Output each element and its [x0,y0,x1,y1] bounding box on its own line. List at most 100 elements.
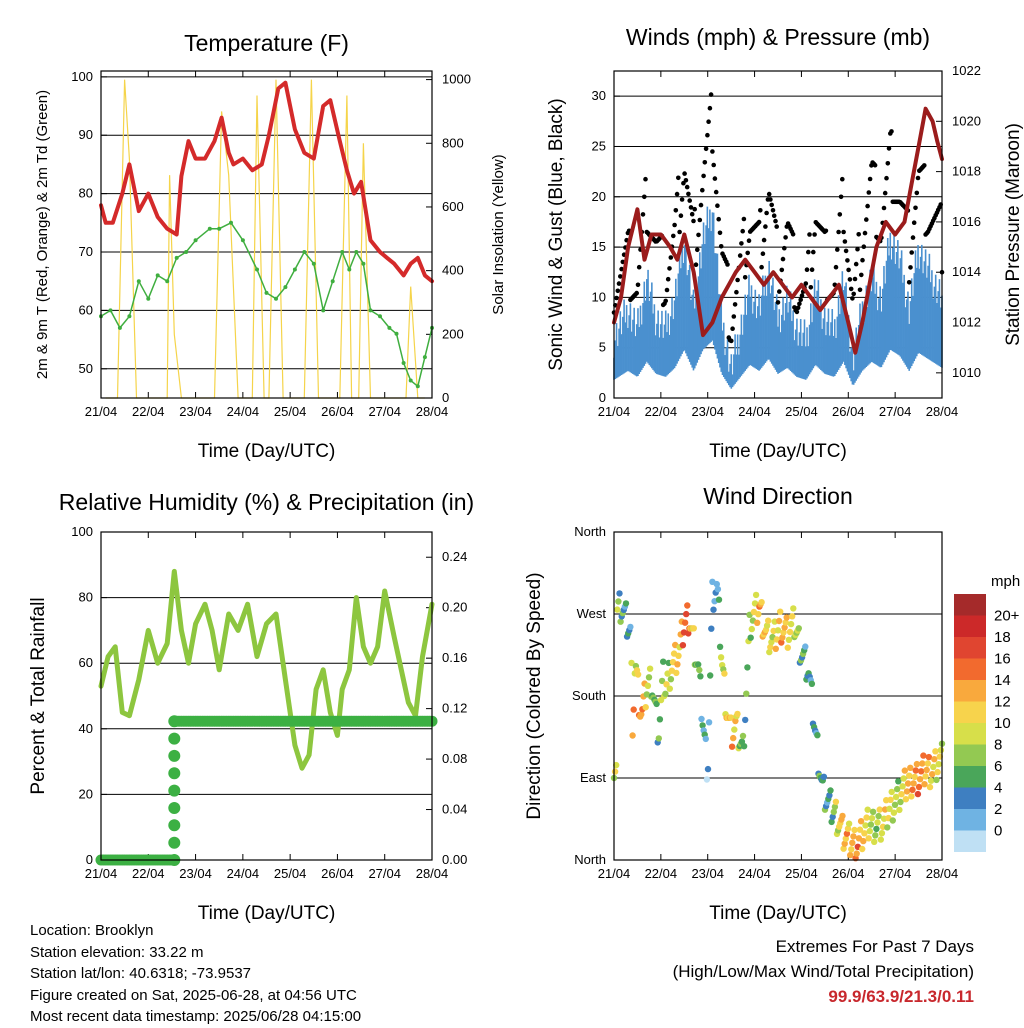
gust-point [725,262,730,267]
gust-point [729,338,734,344]
y-tick-label: 20 [79,786,93,801]
created-text: Figure created on Sat, 2025-06-28, at 04… [30,986,357,1004]
gust-point [616,281,622,286]
direction-point [673,669,680,677]
gust-point [643,176,648,182]
direction-point [732,717,739,725]
gust-point [712,176,718,181]
precip-point [168,819,181,832]
gust-point [843,248,849,254]
precip-point [168,715,181,728]
legend-swatch [954,787,986,809]
y2-tick-label: 800 [442,135,464,150]
gust-point [811,249,816,255]
chart-title: Relative Humidity (%) & Precipitation (i… [59,489,474,515]
direction-point [698,715,705,723]
gust-point [906,280,912,285]
y2-tick-label: 1018 [952,164,981,179]
direction-point [681,619,689,626]
legend-label: 16 [994,651,1011,668]
y2-axis-label: Solar Insolation (Yellow) [490,154,507,314]
y2-tick-label: 1010 [952,365,981,380]
gust-point [740,228,745,234]
legend-swatch [954,723,986,745]
gust-point [686,191,691,197]
precip-point [168,732,181,745]
gust-point [700,187,705,193]
direction-point [851,826,858,834]
direction-point [927,777,935,784]
direction-point [715,596,723,603]
gust-point [711,162,716,168]
y-tick-label: 80 [79,186,93,201]
gust-point [833,264,839,270]
y-tick-label: West [577,606,607,621]
direction-point [919,760,926,767]
direction-point [727,714,735,721]
gust-point [865,203,870,209]
extremes-title: Extremes For Past 7 Days [775,937,974,956]
plot-frame [613,531,943,861]
gust-point [732,302,738,307]
gust-point [687,198,692,203]
gust-point [734,289,739,295]
legend-swatch [954,830,986,852]
direction-point [873,825,880,833]
gust-point [769,202,774,208]
direction-point [930,763,937,771]
solar-series-line [105,79,425,399]
y2-tick-label: 0.24 [442,549,467,564]
x-tick-label: 28/04 [416,866,449,881]
gust-point [758,208,763,213]
gust-point [861,244,867,249]
direction-point [795,625,802,632]
legend-swatch [954,615,986,637]
gust-point [799,293,805,298]
direction-point [695,661,702,668]
gust-point [872,162,878,168]
y-tick-label: 60 [79,302,93,317]
direction-point [783,614,790,621]
x-tick-label: 25/04 [274,866,307,881]
gust-point [777,289,782,294]
direction-point [906,772,913,779]
direction-point [780,629,787,636]
extremes-summary: Extremes For Past 7 Days (High/Low/Max W… [673,934,974,1009]
direction-point [690,625,697,632]
direction-point [848,846,855,853]
direction-point [899,783,906,790]
x-tick-label: 27/04 [879,404,912,419]
x-tick-label: 25/04 [274,404,307,419]
direction-point [710,606,717,613]
humidity-series-line [98,568,435,771]
direction-point [772,645,779,652]
direction-point [845,820,853,827]
direction-point [911,773,918,781]
extremes-subtitle: (High/Low/Max Wind/Total Precipitation) [672,962,974,981]
direction-point [751,600,759,607]
gust-point [676,175,681,181]
gust-point [770,208,776,213]
direction-point [785,636,793,643]
direction-point [728,743,736,750]
precip-point [168,784,181,797]
direction-point [877,836,884,843]
x-tick-label: 23/04 [691,866,724,881]
x-axis-label: Time (Day/UTC) [198,903,336,924]
direction-point [675,652,682,659]
gust-point [862,230,868,236]
direction-point [887,796,894,803]
gust-point [746,238,752,243]
gust-point [739,241,744,246]
direction-point [924,760,931,767]
direction-point [915,783,923,791]
y-axis-label: Percent & Total Rainfall [28,597,49,794]
direction-point [907,764,914,771]
direction-point [876,806,883,813]
direction-point [918,768,925,775]
direction-point [890,809,898,816]
gust-point [689,211,695,217]
direction-point [925,753,933,761]
precip-point [168,836,181,849]
gust-point [885,161,891,166]
